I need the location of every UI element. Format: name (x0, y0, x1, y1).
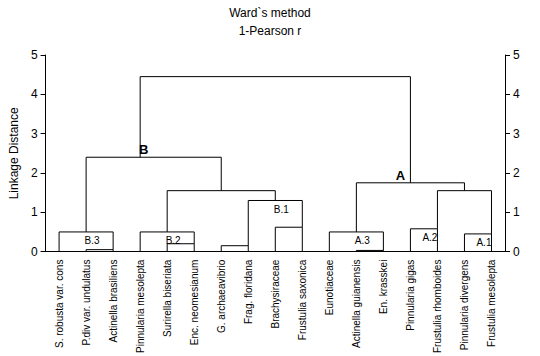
svg-text:4: 4 (513, 87, 520, 101)
svg-text:1: 1 (513, 205, 520, 219)
svg-text:S. robusta var. cons: S. robusta var. cons (54, 260, 65, 348)
svg-text:Pinnularia gigas: Pinnularia gigas (405, 260, 416, 331)
svg-text:4: 4 (31, 87, 38, 101)
svg-text:3: 3 (513, 127, 520, 141)
svg-text:Linkage Distance: Linkage Distance (7, 107, 21, 199)
svg-text:Frustulia mesolepta: Frustulia mesolepta (486, 259, 497, 347)
svg-text:Enc. neomesianum: Enc. neomesianum (189, 260, 200, 346)
svg-text:0: 0 (31, 245, 38, 259)
svg-text:Brachysiraceae: Brachysiraceae (270, 259, 281, 328)
svg-text:B: B (139, 142, 149, 158)
svg-text:Frustulia saxonica: Frustulia saxonica (297, 259, 308, 340)
svg-text:Frustulia rhomboides: Frustulia rhomboides (432, 260, 443, 353)
svg-text:P.div var. undulatus: P.div var. undulatus (81, 260, 92, 346)
svg-text:A.3: A.3 (355, 235, 370, 246)
svg-text:A.1: A.1 (476, 237, 491, 248)
svg-text:0: 0 (513, 245, 520, 259)
svg-text:Actinella brasiliens: Actinella brasiliens (108, 260, 119, 343)
svg-text:1-Pearson r: 1-Pearson r (239, 24, 302, 38)
svg-text:A.2: A.2 (422, 232, 437, 243)
svg-text:1: 1 (31, 205, 38, 219)
svg-text:G. archaeavibrio: G. archaeavibrio (216, 259, 227, 333)
svg-text:5: 5 (31, 48, 38, 62)
svg-text:5: 5 (513, 48, 520, 62)
svg-text:Surirella biseriata: Surirella biseriata (162, 259, 173, 337)
svg-text:B.1: B.1 (274, 204, 289, 215)
svg-text:A: A (396, 168, 406, 183)
svg-text:En. krasskei: En. krasskei (378, 260, 389, 314)
svg-text:Actinella guianensis: Actinella guianensis (351, 260, 362, 348)
svg-text:B.2: B.2 (166, 235, 181, 246)
svg-text:B.3: B.3 (85, 235, 100, 246)
svg-text:2: 2 (513, 166, 520, 180)
svg-text:Ward`s method: Ward`s method (229, 6, 311, 20)
svg-text:Eunotiaceae: Eunotiaceae (324, 259, 335, 315)
svg-text:2: 2 (31, 166, 38, 180)
svg-text:Frag. floridana: Frag. floridana (243, 259, 254, 324)
svg-text:3: 3 (31, 127, 38, 141)
svg-text:Pinnularia mesolepta: Pinnularia mesolepta (135, 259, 146, 353)
svg-text:Pinnularia divergens: Pinnularia divergens (459, 260, 470, 351)
